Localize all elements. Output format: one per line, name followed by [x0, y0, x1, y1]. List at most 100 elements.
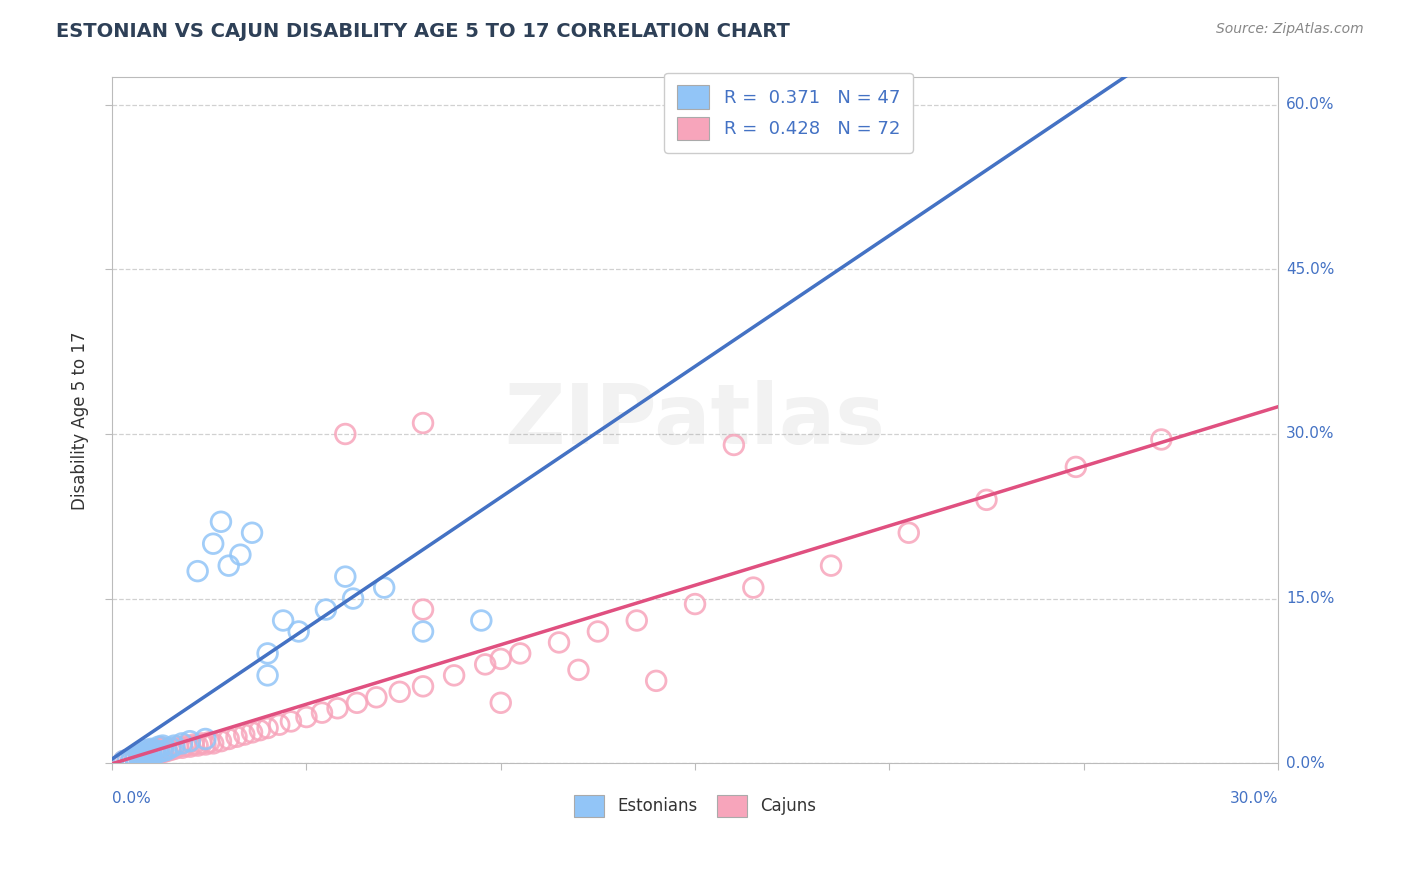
Point	[256, 647, 278, 661]
Point	[342, 591, 364, 606]
Point	[202, 736, 225, 750]
Point	[194, 738, 217, 752]
Point	[159, 743, 181, 757]
Point	[139, 748, 162, 763]
Point	[155, 743, 177, 757]
Point	[163, 739, 186, 753]
Point	[172, 740, 194, 755]
Point	[326, 701, 349, 715]
Point	[148, 742, 170, 756]
Legend: Estonians, Cajuns: Estonians, Cajuns	[567, 789, 823, 823]
Point	[335, 427, 357, 442]
Point	[128, 750, 150, 764]
Text: 45.0%: 45.0%	[1286, 262, 1334, 277]
Point	[139, 748, 162, 763]
Text: Source: ZipAtlas.com: Source: ZipAtlas.com	[1216, 22, 1364, 37]
Point	[143, 747, 166, 762]
Point	[295, 710, 318, 724]
Point	[287, 624, 309, 639]
Point	[820, 558, 842, 573]
Point	[489, 652, 512, 666]
Text: 60.0%: 60.0%	[1286, 97, 1334, 112]
Point	[132, 750, 155, 764]
Point	[548, 635, 571, 649]
Point	[117, 753, 139, 767]
Point	[179, 739, 201, 754]
Point	[335, 569, 357, 583]
Point	[143, 746, 166, 760]
Point	[1150, 433, 1173, 447]
Point	[136, 749, 159, 764]
Point	[742, 581, 765, 595]
Point	[489, 696, 512, 710]
Point	[139, 746, 162, 760]
Point	[139, 742, 162, 756]
Point	[269, 717, 291, 731]
Point	[218, 558, 240, 573]
Point	[412, 624, 434, 639]
Point	[280, 714, 302, 729]
Point	[311, 706, 333, 720]
Point	[128, 748, 150, 763]
Point	[509, 647, 531, 661]
Point	[159, 740, 181, 755]
Point	[187, 564, 209, 578]
Point	[183, 738, 205, 752]
Point	[412, 679, 434, 693]
Text: 30.0%: 30.0%	[1286, 426, 1334, 442]
Point	[218, 731, 240, 746]
Point	[121, 752, 143, 766]
Point	[139, 743, 162, 757]
Point	[346, 696, 368, 710]
Point	[225, 730, 247, 744]
Point	[256, 721, 278, 735]
Point	[249, 723, 271, 738]
Point	[209, 734, 232, 748]
Point	[645, 673, 668, 688]
Point	[194, 731, 217, 746]
Point	[163, 742, 186, 756]
Point	[567, 663, 589, 677]
Point	[128, 749, 150, 764]
Point	[202, 537, 225, 551]
Point	[124, 750, 146, 764]
Point	[124, 752, 146, 766]
Point	[152, 739, 174, 753]
Point	[271, 614, 294, 628]
Y-axis label: Disability Age 5 to 17: Disability Age 5 to 17	[72, 331, 89, 509]
Text: ZIPatlas: ZIPatlas	[505, 380, 886, 461]
Point	[366, 690, 388, 705]
Point	[315, 602, 337, 616]
Point	[897, 525, 920, 540]
Point	[121, 753, 143, 767]
Point	[373, 581, 395, 595]
Point	[128, 752, 150, 766]
Point	[723, 438, 745, 452]
Text: ESTONIAN VS CAJUN DISABILITY AGE 5 TO 17 CORRELATION CHART: ESTONIAN VS CAJUN DISABILITY AGE 5 TO 17…	[56, 22, 790, 41]
Point	[124, 752, 146, 766]
Point	[412, 602, 434, 616]
Point	[136, 747, 159, 762]
Point	[179, 734, 201, 748]
Point	[198, 735, 221, 749]
Point	[256, 668, 278, 682]
Point	[240, 725, 263, 739]
Point	[474, 657, 496, 672]
Point	[124, 750, 146, 764]
Point	[152, 740, 174, 755]
Text: 0.0%: 0.0%	[112, 791, 150, 805]
Point	[112, 754, 135, 768]
Point	[443, 668, 465, 682]
Point	[148, 739, 170, 754]
Point	[132, 747, 155, 762]
Point	[117, 753, 139, 767]
Point	[148, 746, 170, 760]
Point	[112, 754, 135, 768]
Point	[121, 753, 143, 767]
Point	[136, 747, 159, 762]
Point	[128, 748, 150, 763]
Point	[976, 492, 998, 507]
Point	[626, 614, 648, 628]
Point	[187, 739, 209, 753]
Point	[132, 749, 155, 764]
